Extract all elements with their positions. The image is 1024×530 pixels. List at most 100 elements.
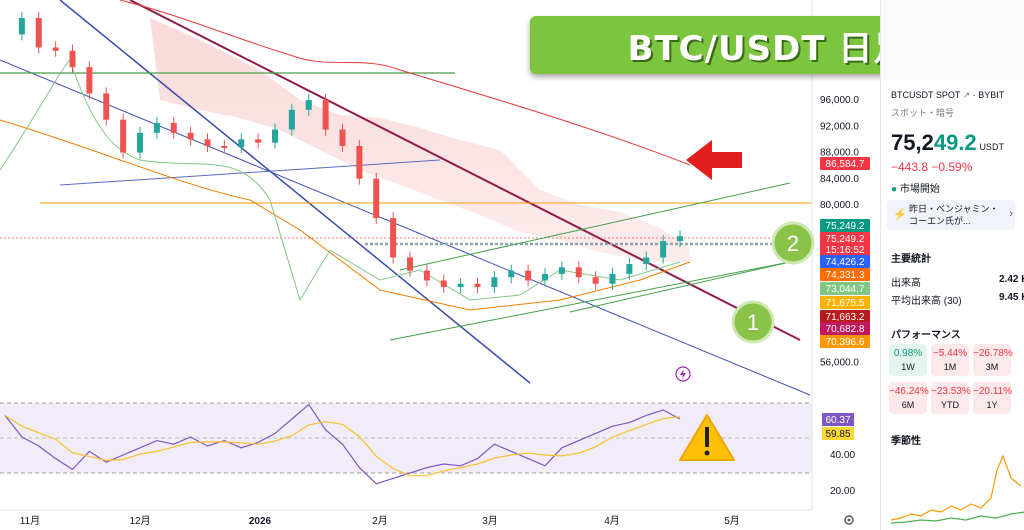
lightning-icon[interactable] <box>675 366 691 382</box>
symbol-header[interactable]: BTCUSDT SPOT ↗ · BYBIT <box>891 90 1004 101</box>
perf-period: 6M <box>901 400 915 410</box>
rsi-badge-label: 60.37 <box>825 415 850 426</box>
price-currency: USDT <box>979 142 1004 152</box>
price-tick-label: 56,000.0 <box>820 358 859 369</box>
price-candle <box>575 261 582 284</box>
seasonality-chart <box>891 454 1024 524</box>
stat-label-avg-volume: 平均出来高 (30) <box>891 296 962 307</box>
news-card[interactable]: ⚡ 昨日・ベンジャミン・コーエン氏が... › <box>887 200 1015 230</box>
status-dot-icon: ● <box>891 184 898 195</box>
price-candle <box>677 230 683 248</box>
external-link-icon[interactable]: ↗ <box>962 90 971 100</box>
market-status: ● 市場開始 <box>891 180 940 195</box>
price-candle <box>440 274 447 294</box>
price-candle <box>272 123 278 149</box>
price-badge-label: 74,331.3 <box>826 270 865 281</box>
rsi-tick-label: 40.00 <box>830 450 855 461</box>
price-badge-label: 73,044.7 <box>826 284 865 295</box>
price-main: 75,2 <box>891 130 934 155</box>
news-icon: ⚡ <box>893 209 907 221</box>
price-tick-label: 80,000.0 <box>820 200 859 211</box>
perf-card-1w[interactable]: 0.98% 1W <box>889 344 927 376</box>
trend-lines <box>0 0 812 396</box>
perf-value: −46.24% <box>889 386 929 397</box>
stat-value-avg-volume: 9.45 K <box>999 292 1024 303</box>
price-candle <box>322 94 329 136</box>
price-candle <box>204 133 211 152</box>
perf-value: 0.98% <box>893 348 923 359</box>
perf-card-1y[interactable]: −20.11% 1Y <box>973 382 1013 414</box>
perf-period: 3M <box>985 362 999 372</box>
price-badge: 70,682.8 <box>820 322 870 335</box>
perf-period: 1W <box>901 362 915 372</box>
chevron-right-icon: › <box>1009 208 1013 220</box>
rsi-badge: 59.85 <box>822 427 854 440</box>
perf-card-3m[interactable]: −26.78% 3M <box>973 344 1013 376</box>
x-tick-label: 12月 <box>129 515 150 527</box>
price-candle <box>592 271 599 290</box>
price-candle <box>626 258 633 280</box>
price-candle <box>643 251 650 271</box>
banner-title: BTC/USDT 日足 <box>627 28 909 69</box>
perf-period: YTD <box>941 400 959 410</box>
price-badge-label: 70,396.6 <box>826 337 865 348</box>
price-tick-label: 92,000.0 <box>820 121 859 132</box>
perf-value: −20.11% <box>973 386 1013 397</box>
perf-card-1m[interactable]: −5.44% 1M <box>931 344 969 376</box>
stat-value-volume: 2.42 K <box>999 274 1024 285</box>
perf-card-ytd[interactable]: −23.53% YTD <box>931 382 971 414</box>
price-candle <box>103 87 110 126</box>
price-candle <box>187 126 194 146</box>
price-candle <box>288 103 295 136</box>
price-candle <box>660 235 667 264</box>
price-candle <box>170 116 177 139</box>
warning-icon <box>679 414 735 461</box>
perf-card-6m[interactable]: −46.24% 6M <box>889 382 929 414</box>
rsi-badge-label: 59.85 <box>825 429 850 440</box>
price-candle <box>508 264 515 284</box>
gear-icon[interactable] <box>844 515 854 525</box>
price-candle <box>407 251 413 277</box>
symbol-sidebar: BTCUSDT SPOT ↗ · BYBIT スポット・暗号 75,249.2 … <box>880 0 1024 530</box>
perf-title: パフォーマンス <box>891 330 961 341</box>
rsi-ma-line <box>4 414 681 477</box>
svg-text:2: 2 <box>787 231 799 256</box>
rsi-tick-label: 20.00 <box>830 486 855 497</box>
stats-title: 主要統計 <box>891 254 931 265</box>
price-badge: 71,663.2 <box>820 310 870 323</box>
price-candle <box>255 133 262 149</box>
price-badge-label: 15:16:52 <box>826 245 865 256</box>
price-candle <box>120 113 127 159</box>
x-tick-label: 11月 <box>20 515 40 527</box>
rsi-line <box>4 403 681 485</box>
price-candle <box>69 44 76 74</box>
price-candle <box>238 133 245 154</box>
price-candle <box>221 139 228 154</box>
stat-label-volume: 出来高 <box>891 278 921 289</box>
perf-value: −23.53% <box>931 386 971 397</box>
price-badge-label: 75,249.2 <box>826 221 865 232</box>
price-badge-label: 75,249.2 <box>826 234 865 245</box>
price-candle <box>457 277 464 294</box>
price-badge: 15:16:52 <box>820 243 870 256</box>
price-candle <box>491 271 498 294</box>
price-candle <box>356 139 363 185</box>
price-candle <box>558 261 565 280</box>
price-badge-label: 70,682.8 <box>826 324 865 335</box>
x-tick-label: 3月 <box>482 515 498 527</box>
price-chart[interactable]: 96,000.0 92,000.0 88,000.0 84,000.0 80,000.0… <box>0 0 880 530</box>
price-badge: 75,249.2 <box>820 219 870 232</box>
sidebar-top-strip <box>881 0 1024 80</box>
perf-period: 1Y <box>986 400 998 410</box>
price-candle <box>542 267 548 287</box>
price-candle <box>137 126 143 159</box>
symbol-name: BTCUSDT SPOT <box>891 90 961 100</box>
price-badge-label: 74,426.2 <box>826 257 865 268</box>
marker-1: 1 <box>731 300 775 344</box>
ichimoku-cloud <box>150 18 690 262</box>
marker-2: 2 <box>771 221 815 265</box>
perf-period: 1M <box>943 362 957 372</box>
price-tick-label: 88,000.0 <box>820 148 859 159</box>
price-candle <box>609 267 616 290</box>
red-arrow-icon <box>686 140 742 180</box>
